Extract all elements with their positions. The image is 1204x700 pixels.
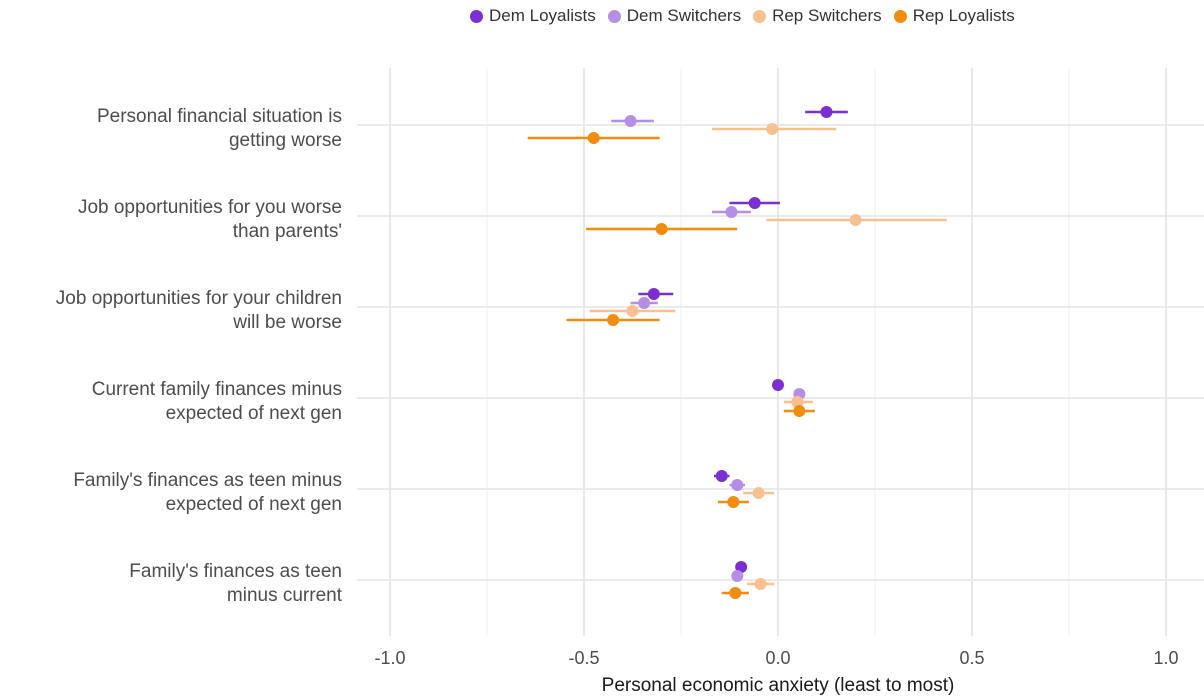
point-estimate	[731, 479, 744, 491]
x-tick-label: -0.5	[568, 648, 599, 668]
legend-item: Rep Loyalists	[893, 6, 1015, 26]
category-label: than parents'	[233, 221, 342, 242]
category-labels: Personal financial situation is getting w…	[56, 106, 343, 606]
point-estimate	[754, 578, 767, 590]
x-tick-label: 0.5	[959, 648, 984, 668]
legend-item: Dem Switchers	[607, 6, 742, 26]
legend-swatch	[607, 9, 621, 23]
point-estimate	[727, 496, 740, 508]
point-estimate	[731, 570, 744, 582]
legend-swatch	[893, 9, 907, 23]
point-estimate	[748, 197, 761, 209]
category-label: expected of next gen	[166, 494, 342, 515]
legend-label: Rep Loyalists	[912, 6, 1015, 25]
point-estimate	[624, 115, 637, 127]
category-label: Family's finances as teen minus	[73, 470, 342, 491]
x-tick-label: -1.0	[374, 648, 405, 668]
point-estimate	[626, 305, 639, 317]
legend-swatch	[470, 9, 483, 23]
point-estimate	[655, 223, 668, 235]
x-tick-labels: -1.0 -0.5 0.0 0.5 1.0	[374, 648, 1178, 668]
point-estimate	[752, 487, 765, 499]
series-group	[589, 123, 947, 590]
point-estimate	[849, 214, 862, 226]
point-estimate	[587, 132, 600, 144]
point-estimate	[772, 379, 784, 391]
series-group	[611, 115, 806, 582]
point-estimate	[766, 123, 779, 135]
legend-item: Dem Loyalists	[470, 6, 596, 26]
legend-swatch	[753, 9, 767, 23]
series-group	[527, 132, 815, 599]
category-label: Job opportunities for you worse	[78, 197, 342, 218]
x-tick-label: 1.0	[1153, 648, 1178, 668]
category-label: getting worse	[229, 130, 342, 151]
x-tick-label: 0.0	[765, 648, 790, 668]
point-estimate	[607, 314, 620, 326]
point-estimate	[725, 206, 738, 218]
series-group	[638, 106, 848, 573]
legend: Dem Loyalists Dem Switchers Rep Switchers R…	[470, 4, 1027, 28]
series-layer	[527, 106, 947, 599]
legend-label: Dem Loyalists	[489, 6, 596, 25]
category-label: expected of next gen	[166, 403, 342, 424]
x-axis-title: Personal economic anxiety (least to most…	[602, 675, 955, 696]
point-estimate	[647, 288, 660, 300]
point-estimate	[638, 297, 651, 309]
point-estimate	[820, 106, 833, 118]
point-estimate	[729, 587, 742, 599]
point-estimate	[791, 396, 804, 408]
category-label: Job opportunities for your children	[56, 288, 342, 309]
category-label: Personal financial situation is	[97, 106, 342, 127]
legend-label: Dem Switchers	[626, 6, 742, 25]
category-label: minus current	[227, 585, 343, 606]
legend-label: Rep Switchers	[772, 6, 882, 25]
category-label: will be worse	[232, 312, 342, 333]
grid	[357, 68, 1204, 636]
category-label: Current family finances minus	[92, 379, 342, 400]
legend-item: Rep Switchers	[753, 6, 882, 26]
category-label: Family's finances as teen	[129, 561, 342, 582]
point-estimate	[793, 405, 806, 417]
point-estimate	[715, 470, 728, 482]
point-estimate	[735, 561, 748, 573]
